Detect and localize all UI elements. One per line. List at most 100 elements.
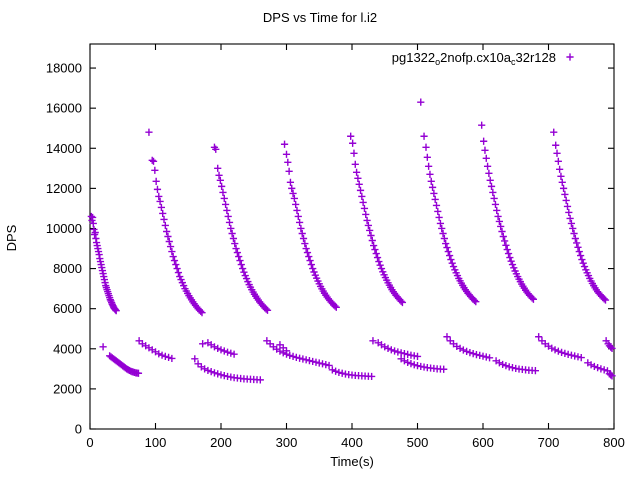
data-point-marker bbox=[309, 357, 317, 366]
data-point-marker bbox=[91, 228, 99, 237]
data-point-marker bbox=[159, 209, 167, 218]
data-point-marker bbox=[439, 229, 447, 238]
data-point-marker bbox=[495, 217, 503, 226]
data-point-marker bbox=[164, 232, 172, 241]
data-point-marker bbox=[567, 219, 576, 228]
data-point-marker bbox=[456, 344, 464, 352]
data-point-marker bbox=[227, 224, 235, 233]
chart-title: DPS vs Time for l.i2 bbox=[263, 10, 377, 25]
data-point-marker bbox=[472, 298, 480, 306]
data-point-marker bbox=[505, 363, 513, 371]
data-point-marker bbox=[223, 348, 232, 356]
legend[interactable]: pg1322o2nofp.cx10ac32r128 bbox=[392, 50, 574, 67]
data-point-marker bbox=[296, 218, 304, 227]
data-point-marker bbox=[417, 98, 425, 106]
x-tick-label: 400 bbox=[341, 435, 363, 450]
data-point-marker bbox=[280, 140, 289, 148]
data-point-marker bbox=[153, 185, 162, 193]
data-point-marker bbox=[165, 237, 173, 246]
data-point-marker bbox=[309, 264, 317, 273]
data-point-marker bbox=[404, 350, 412, 359]
data-point-marker bbox=[358, 192, 366, 200]
data-point-marker bbox=[214, 370, 222, 378]
data-point-marker bbox=[567, 351, 576, 359]
data-point-marker bbox=[499, 232, 507, 241]
data-point-marker bbox=[397, 349, 405, 357]
data-point-marker bbox=[566, 214, 574, 223]
data-point-marker bbox=[290, 194, 298, 202]
data-point-marker bbox=[292, 200, 300, 209]
data-point-marker bbox=[148, 156, 156, 164]
data-point-marker bbox=[564, 350, 572, 359]
data-point-marker bbox=[569, 224, 577, 233]
data-point-marker bbox=[223, 206, 231, 215]
data-point-marker bbox=[145, 128, 153, 136]
data-point-marker bbox=[495, 359, 503, 367]
data-point-marker bbox=[489, 188, 497, 196]
data-point-marker bbox=[207, 368, 215, 376]
data-points-group bbox=[87, 98, 616, 384]
data-point-marker bbox=[434, 207, 442, 216]
data-point-marker bbox=[597, 365, 605, 373]
data-point-marker bbox=[443, 333, 451, 341]
data-point-marker bbox=[151, 166, 159, 174]
data-point-marker bbox=[449, 262, 458, 271]
data-point-marker bbox=[155, 192, 163, 200]
data-point-marker bbox=[479, 352, 487, 360]
data-point-marker bbox=[552, 141, 560, 149]
data-point-marker bbox=[286, 178, 295, 186]
data-point-marker bbox=[168, 247, 176, 256]
data-point-marker bbox=[503, 245, 511, 254]
data-point-marker bbox=[404, 358, 412, 367]
data-point-marker bbox=[504, 249, 513, 258]
data-point-marker bbox=[356, 186, 365, 194]
data-point-marker bbox=[302, 244, 310, 253]
data-point-marker bbox=[210, 343, 219, 351]
data-point-marker bbox=[299, 355, 307, 363]
data-point-marker bbox=[163, 227, 171, 236]
data-point-marker bbox=[315, 359, 323, 367]
data-point-marker bbox=[227, 349, 235, 357]
data-point-marker bbox=[423, 153, 431, 161]
data-point-marker bbox=[191, 355, 199, 363]
data-point-marker bbox=[233, 248, 241, 257]
data-point-marker bbox=[580, 262, 589, 271]
data-point-marker bbox=[355, 180, 363, 188]
data-point-marker bbox=[447, 255, 455, 264]
data-point-marker bbox=[299, 234, 308, 243]
data-point-marker bbox=[214, 164, 222, 172]
legend-marker-plus-icon bbox=[566, 53, 574, 61]
data-point-marker bbox=[553, 149, 561, 157]
data-point-marker bbox=[400, 350, 408, 358]
data-point-marker bbox=[377, 264, 386, 273]
data-point-marker bbox=[237, 260, 245, 269]
data-point-marker bbox=[427, 177, 435, 185]
data-point-marker bbox=[499, 360, 507, 369]
y-tick-label: 18000 bbox=[46, 61, 82, 76]
data-point-marker bbox=[557, 172, 565, 180]
y-tick-label: 8000 bbox=[53, 261, 82, 276]
data-point-marker bbox=[351, 160, 359, 168]
data-point-marker bbox=[347, 132, 355, 140]
data-point-marker bbox=[578, 255, 586, 264]
data-point-marker bbox=[574, 243, 582, 251]
data-point-marker bbox=[482, 353, 490, 361]
y-tick-label: 2000 bbox=[53, 381, 82, 396]
data-point-marker bbox=[562, 196, 570, 205]
data-point-marker bbox=[232, 244, 240, 253]
data-point-marker bbox=[328, 366, 336, 374]
data-point-marker bbox=[440, 365, 448, 373]
x-axis-label: Time(s) bbox=[330, 454, 374, 469]
data-point-marker bbox=[307, 260, 315, 269]
data-point-marker bbox=[155, 350, 163, 358]
data-point-marker bbox=[349, 139, 357, 147]
data-point-marker bbox=[212, 145, 220, 153]
data-point-marker bbox=[508, 364, 517, 372]
data-point-marker bbox=[366, 226, 374, 235]
data-point-marker bbox=[306, 256, 314, 265]
data-point-marker bbox=[438, 224, 446, 233]
data-point-marker bbox=[443, 243, 451, 252]
legend-series-label: pg1322o2nofp.cx10ac32r128 bbox=[392, 50, 556, 67]
data-point-marker bbox=[502, 362, 510, 370]
